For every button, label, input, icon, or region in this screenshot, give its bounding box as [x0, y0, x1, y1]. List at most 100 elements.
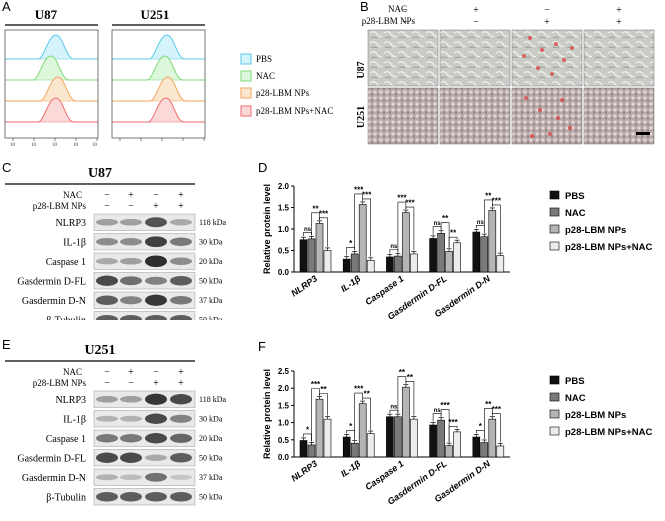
bar — [366, 433, 375, 458]
blot-band — [96, 218, 118, 226]
blot-band — [120, 452, 142, 463]
sig-label: ** — [407, 373, 414, 382]
blot-band — [170, 219, 192, 226]
category-label: NLRP3 — [289, 273, 319, 298]
kda-label: 118 kDa — [199, 395, 226, 404]
svg-text:+: + — [616, 5, 622, 16]
y-tick-label: 2.5 — [278, 367, 290, 376]
y-tick-label: 0.0 — [278, 268, 290, 277]
y-axis-label: Relative protein level — [262, 369, 272, 459]
histogram-u87 — [4, 29, 99, 141]
sig-label: * — [349, 422, 353, 431]
bar — [472, 436, 481, 458]
svg-text:+: + — [473, 5, 479, 16]
panel-label-a: A — [2, 0, 11, 14]
lane-sign-nac: − — [153, 190, 159, 201]
bar — [350, 442, 359, 458]
blot-band — [96, 314, 118, 320]
sig-label: ** — [485, 191, 492, 200]
svg-text:+: + — [616, 17, 622, 28]
bar — [402, 386, 410, 458]
bar — [307, 238, 316, 273]
blot-band — [96, 474, 118, 481]
blot-band — [170, 474, 192, 480]
blot-header-lbm: p28-LBM NPs — [33, 201, 87, 211]
blot-title: U87 — [88, 166, 112, 181]
blot-band — [120, 491, 142, 502]
y-tick-label: 2.0 — [278, 384, 290, 393]
blot-band — [145, 217, 167, 228]
stain-dot — [522, 54, 526, 58]
bar — [453, 431, 461, 458]
histogram-frame — [111, 29, 206, 139]
micrograph-grid — [367, 29, 655, 145]
micrograph-tile — [367, 29, 439, 87]
legend-label: NAC — [565, 393, 586, 404]
histogram-outline — [112, 97, 205, 123]
legend-label: p28-LBM NPs+NAC — [565, 427, 652, 438]
blot-header-lbm: p28-LBM NPs — [33, 378, 87, 388]
histogram-frame — [4, 29, 99, 139]
sig-bracket — [492, 413, 501, 443]
legend-label: p28-LBM NPs — [565, 410, 626, 421]
panel-label-d: D — [258, 160, 268, 175]
histogram-peak — [5, 98, 98, 122]
sig-bracket — [311, 388, 320, 442]
svg-text:−: − — [402, 17, 408, 28]
legend-label-lbm-nac: p28-LBM NPs+NAC — [256, 106, 333, 116]
blot-band — [170, 452, 192, 463]
bar — [307, 444, 316, 458]
legend-label: p28-LBM NPs — [565, 225, 626, 236]
sig-label: * — [349, 239, 353, 248]
histogram-outline — [5, 34, 98, 60]
blot-band — [96, 395, 118, 403]
stain-dot — [540, 48, 544, 52]
bar — [358, 403, 367, 458]
scale-bar — [636, 132, 650, 135]
legend-label-lbm: p28-LBM NPs — [256, 88, 310, 98]
panel-label-f: F — [258, 339, 266, 354]
bar — [480, 236, 489, 273]
svg-text:10: 10 — [73, 143, 79, 148]
histogram-peak — [5, 56, 98, 80]
y-tick-label: 0.5 — [278, 247, 290, 256]
lane-sign-nac: − — [104, 367, 110, 378]
svg-text:−: − — [544, 5, 550, 16]
category-label: Caspase 1 — [363, 273, 405, 307]
bar — [429, 424, 437, 458]
blot-strip — [93, 291, 196, 309]
micro-row-u87: U87 — [356, 61, 367, 78]
blot-strip — [93, 468, 196, 486]
histogram-outline — [5, 97, 98, 123]
bar — [410, 418, 418, 458]
legend-label: PBS — [565, 376, 585, 387]
blot-band — [96, 415, 118, 422]
micrograph-tile — [583, 87, 655, 145]
blot-band — [120, 434, 142, 443]
blot-band — [145, 472, 167, 482]
bar — [358, 204, 367, 273]
sig-bracket — [492, 204, 501, 253]
legend-label-pbs: PBS — [256, 54, 272, 64]
histogram-peak — [5, 35, 98, 59]
flow-title-u87: U87 — [35, 7, 58, 22]
histogram-outline — [5, 55, 98, 81]
bar — [445, 445, 453, 458]
bar — [315, 223, 324, 273]
blot-band — [170, 433, 192, 443]
flow-title-u251: U251 — [141, 7, 170, 22]
sig-label: ** — [320, 385, 327, 394]
sig-bracket — [319, 217, 328, 247]
bar — [453, 242, 461, 273]
stain-dot — [568, 126, 572, 130]
protein-label: Gasdermin D-N — [22, 473, 86, 484]
blot-band — [145, 491, 167, 502]
sig-bracket — [484, 199, 493, 234]
sig-label: *** — [362, 190, 372, 199]
blot-band — [120, 415, 142, 422]
lane-sign-lbm: + — [153, 201, 159, 212]
bar — [386, 256, 394, 273]
sig-label: ** — [485, 400, 492, 409]
sig-label: ** — [312, 204, 319, 213]
blot-band — [145, 433, 167, 444]
